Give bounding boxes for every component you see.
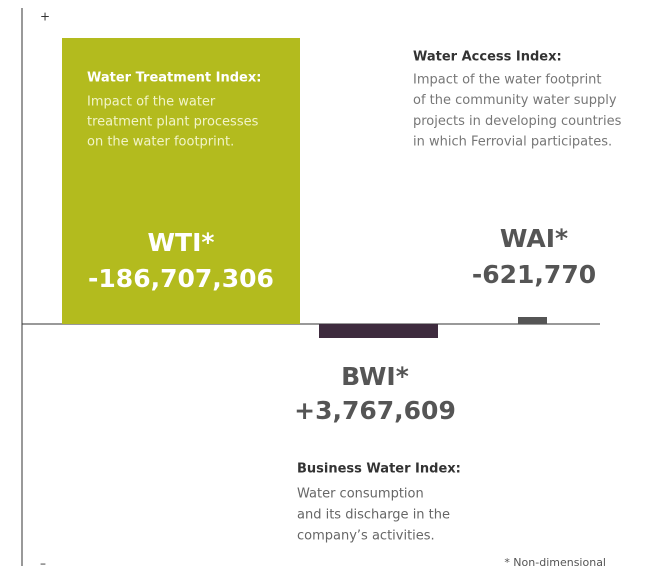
index-title: Water Access Index:: [413, 50, 562, 65]
minus-sign: –: [40, 557, 46, 571]
index-description: company’s activities.: [297, 529, 435, 544]
index-code: WTI*: [147, 228, 214, 257]
index-code: BWI*: [341, 362, 409, 391]
index-description: in which Ferrovial participates.: [413, 135, 612, 150]
plus-sign: +: [40, 10, 50, 24]
index-description: projects in developing countries: [413, 114, 622, 129]
index-description: and its discharge in the: [297, 508, 450, 523]
index-description: Impact of the water footprint: [413, 73, 602, 88]
index-description: on the water footprint.: [87, 135, 234, 150]
index-description: treatment plant processes: [87, 115, 259, 130]
index-description: Impact of the water: [87, 95, 216, 110]
wti-block: [62, 38, 300, 324]
wai-block: [518, 317, 547, 324]
index-description: of the community water supply: [413, 93, 617, 108]
index-value: +3,767,609: [294, 396, 456, 425]
footnote: * Non-dimensional: [504, 556, 606, 569]
index-value: -621,770: [472, 260, 596, 289]
wai-group: WAI* -621,770 Water Access Index: Impact of…: [413, 50, 622, 290]
bwi-group: BWI* +3,767,609 Business Water Index: Water…: [294, 362, 461, 544]
index-code: WAI*: [500, 224, 568, 253]
bwi-block: [319, 324, 438, 338]
index-title: Water Treatment Index:: [87, 71, 261, 86]
index-value: -186,707,306: [88, 264, 274, 293]
index-title: Business Water Index:: [297, 462, 461, 477]
wti-group: WTI* -186,707,306 Water Treatment Index: Im…: [87, 71, 274, 294]
index-description: Water consumption: [297, 487, 424, 502]
